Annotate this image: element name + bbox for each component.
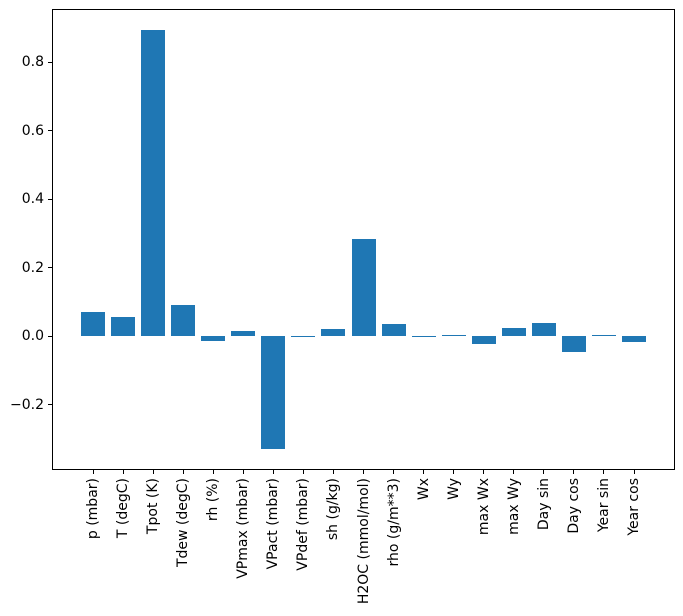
x-axis-tick [513,470,515,474]
x-tick-label-vpmax-mbar: VPmax (mbar) [235,478,252,579]
y-tick-label-0-4: 0.4 [21,191,44,208]
x-tick-label-year-sin: Year sin [595,478,612,533]
x-axis-tick [212,470,214,474]
bar-tpot-k [141,29,166,337]
x-tick-label-vpdef-mbar: VPdef (mbar) [295,478,312,571]
y-axis-tick [48,61,52,63]
y-axis-tick [48,335,52,337]
bar-t-degc [111,316,136,337]
bar-rho-g-m-3 [381,323,406,337]
bar-day-sin [531,322,556,337]
x-tick-label-day-sin: Day sin [535,478,552,531]
x-axis-tick [122,470,124,474]
x-tick-label-p-mbar: p (mbar) [85,478,101,540]
x-tick-label-max-wy: max Wy [505,478,522,535]
x-axis-tick [483,470,485,474]
bar-max-wy [501,327,526,337]
x-axis-tick [182,470,184,474]
x-axis-tick [603,470,605,474]
bar-rh [201,336,226,342]
x-axis-tick [453,470,455,474]
x-tick-label-wy: Wy [445,478,462,500]
x-axis-tick [92,470,94,474]
x-axis-tick [332,470,334,474]
y-axis-tick [48,404,52,406]
bar-year-cos [622,336,646,343]
y-tick-label-0-2: −0.2 [10,396,44,413]
x-tick-label-h2oc-mmol-mol: H2OC (mmol/mol) [355,478,372,605]
bar-vpmax-mbar [231,330,256,337]
bar-sh-g-kg [321,329,346,337]
bar-tdew-degc [171,305,196,337]
y-tick-label-0-6: 0.6 [21,122,44,139]
x-axis-tick [152,470,154,474]
y-axis-tick [48,267,52,269]
bar-vpact-mbar [261,336,286,450]
x-axis-tick [633,470,635,474]
x-axis-tick [423,470,425,474]
x-tick-label-sh-g-kg: sh (g/kg) [325,478,342,541]
plot-area [52,9,675,470]
y-axis-tick [48,198,52,200]
y-axis-tick [48,130,52,132]
x-axis-tick [573,470,575,474]
x-axis-tick [393,470,395,474]
x-axis-tick [543,470,545,474]
x-tick-label-tdew-degc: Tdew (degC) [175,478,192,568]
x-tick-label-t-degc: T (degC) [115,478,132,539]
x-tick-label-max-wx: max Wx [475,478,492,536]
x-tick-label-day-cos: Day cos [565,478,582,534]
y-tick-label-0-0: 0.0 [21,328,44,345]
bar-year-sin [591,334,616,337]
bar-max-wx [471,336,496,344]
x-axis-tick [272,470,274,474]
x-tick-label-year-cos: Year cos [626,478,642,536]
bar-p-mbar [81,312,105,337]
x-tick-label-rho-g-m-3: rho (g/m**3) [385,478,402,567]
bar-day-cos [561,336,586,353]
y-tick-label-0-2: 0.2 [21,259,44,276]
bar-vpdef-mbar [291,336,316,337]
x-axis-tick [242,470,244,474]
bar-h2oc-mmol-mol [351,238,376,337]
x-tick-label-wx: Wx [415,478,432,501]
x-tick-label-rh: rh (%) [205,478,222,522]
x-tick-label-tpot-k: Tpot (K) [145,478,162,535]
x-axis-tick [363,470,364,474]
y-tick-label-0-8: 0.8 [21,54,44,71]
x-axis-tick [302,470,304,474]
bar-wy [441,335,466,337]
x-tick-label-vpact-mbar: VPact (mbar) [265,478,282,570]
